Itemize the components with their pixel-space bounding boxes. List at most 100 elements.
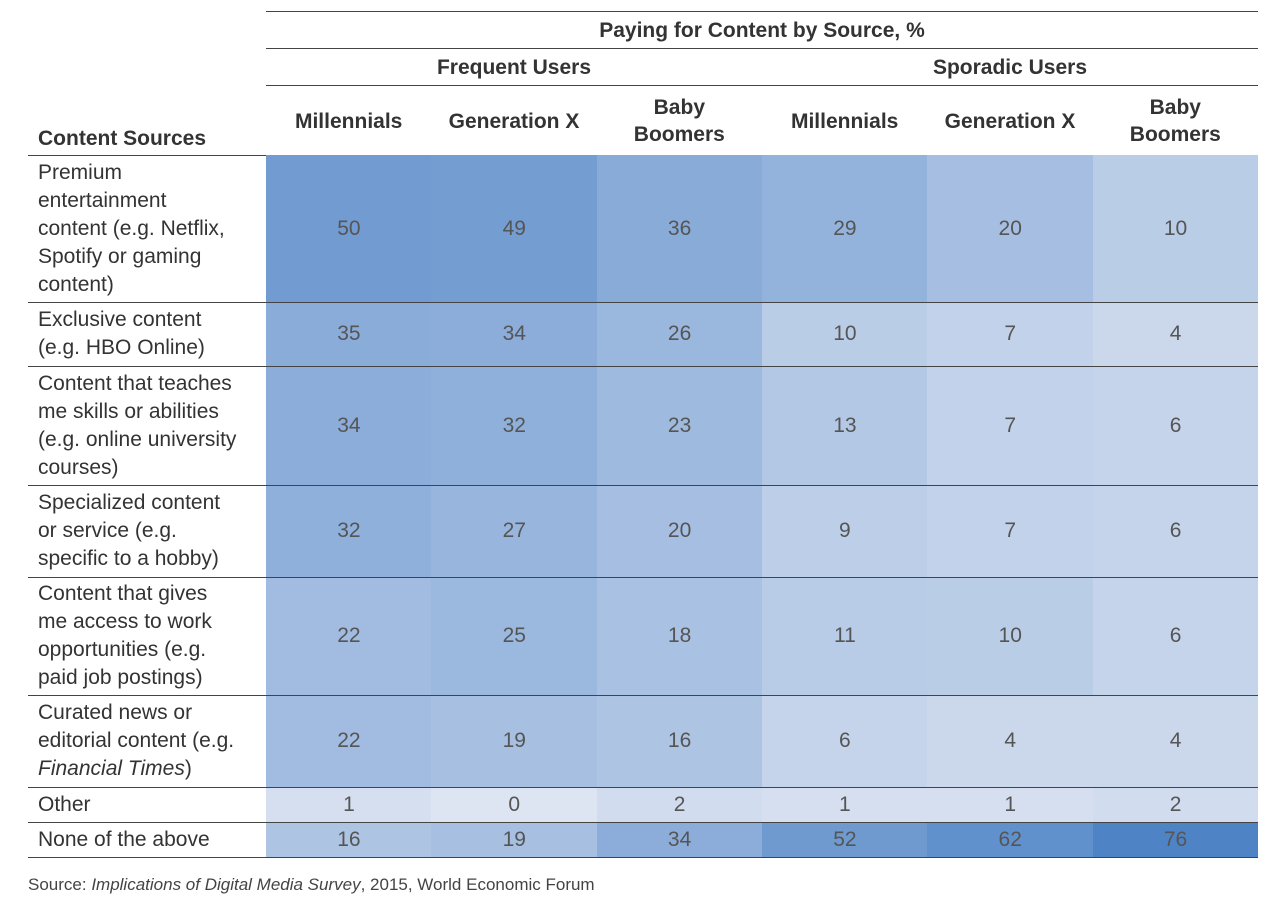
table-cell: 10	[761, 302, 928, 366]
table-cell: 7	[927, 485, 1094, 577]
row-label-line: Specialized content	[38, 491, 221, 514]
column-header: Baby Boomers	[597, 94, 762, 148]
table-cell: 27	[431, 485, 598, 577]
row-label-line: content)	[38, 272, 114, 296]
table-cell: 20	[927, 155, 1094, 302]
row-label-line: Exclusive content	[38, 308, 202, 331]
table-cell: 16	[596, 695, 763, 787]
row-label-line: Premium	[38, 160, 123, 184]
column-header: Generation X	[431, 108, 596, 135]
row-label-italic: Financial Times	[38, 757, 185, 780]
row-header: Content Sources	[38, 127, 207, 150]
table-cell: 6	[1092, 366, 1259, 485]
table-cell: 29	[761, 155, 928, 302]
table-cell: 32	[431, 366, 598, 485]
table-cell: 35	[266, 302, 432, 366]
group-sporadic-users: Sporadic Users	[932, 56, 1088, 79]
column-header: Millennials	[266, 108, 431, 135]
column-header-line: Boomers	[1129, 123, 1221, 146]
table-cell: 6	[761, 695, 928, 787]
column-header-line: Boomers	[633, 123, 725, 146]
row-label-line: paid job postings)	[38, 666, 203, 689]
row-rule	[28, 695, 1258, 696]
column-header-line: Millennials	[790, 110, 899, 133]
table-cell: 34	[266, 366, 432, 485]
row-rule	[28, 822, 1258, 823]
table-cell: 1	[761, 787, 928, 822]
row-label-line: Curated news or	[38, 701, 193, 724]
row-rule	[28, 787, 1258, 788]
table-cell: 4	[1092, 302, 1259, 366]
source-title: Implications of Digital Media Survey	[91, 875, 361, 894]
column-header-line: Generation X	[944, 110, 1076, 133]
row-label-line: specific to a hobby)	[38, 547, 219, 570]
source-suffix: , 2015, World Economic Forum	[360, 875, 595, 894]
table-cell: 25	[431, 577, 598, 695]
table-cell: 1	[927, 787, 1094, 822]
table-cell: 34	[596, 822, 763, 857]
row-label: Other	[38, 791, 263, 819]
row-label-line: (e.g. online university	[38, 427, 237, 451]
row-label-line: or service (e.g.	[38, 519, 177, 542]
row-label: Premium entertainment content (e.g. Netfli…	[38, 159, 263, 299]
row-label-line: Content that gives	[38, 582, 208, 605]
row-label-line: me skills or abilities	[38, 399, 219, 423]
column-header: Baby Boomers	[1093, 94, 1258, 148]
column-header-line: Generation X	[448, 110, 580, 133]
row-label-line: Other	[38, 792, 91, 816]
table-cell: 36	[596, 155, 763, 302]
table-cell: 7	[927, 302, 1094, 366]
column-header-line: Millennials	[294, 110, 403, 133]
row-label-line: Content that teaches	[38, 371, 232, 395]
table-cell: 34	[431, 302, 598, 366]
row-label-line: courses)	[38, 455, 119, 479]
source-note: Source: Implications of Digital Media Su…	[28, 875, 595, 895]
table-cell: 16	[266, 822, 432, 857]
row-label-line: me access to work	[38, 610, 212, 633]
table-cell: 6	[1092, 485, 1259, 577]
table-cell: 26	[596, 302, 763, 366]
table-cell: 52	[761, 822, 928, 857]
table-cell: 10	[1092, 155, 1259, 302]
row-rule	[28, 577, 1258, 578]
table-cell: 32	[266, 485, 432, 577]
table-cell: 22	[266, 577, 432, 695]
table-cell: 1	[266, 787, 432, 822]
row-label: Curated news or editorial content (e.g. Fi…	[38, 699, 263, 783]
table-cell: 62	[927, 822, 1094, 857]
table-cell: 76	[1092, 822, 1259, 857]
row-rule	[28, 857, 1258, 858]
table-cell: 19	[431, 822, 598, 857]
row-label: Exclusive content (e.g. HBO Online)	[38, 306, 263, 362]
table-cell: 9	[761, 485, 928, 577]
table-cell: 22	[266, 695, 432, 787]
row-label-line: editorial content (e.g.	[38, 729, 235, 752]
row-label: Content that teaches me skills or abiliti…	[38, 370, 263, 482]
table-cell: 13	[761, 366, 928, 485]
table-cell: 10	[927, 577, 1094, 695]
row-label-line: content (e.g. Netflix,	[38, 216, 225, 240]
row-label-line: Spotify or gaming	[38, 244, 202, 268]
column-header: Generation X	[927, 108, 1092, 135]
table-cell: 49	[431, 155, 598, 302]
row-label-line: Financial Times)	[38, 757, 192, 780]
table-cell: 11	[761, 577, 928, 695]
table-cell: 50	[266, 155, 432, 302]
row-label: Specialized content or service (e.g. speci…	[38, 489, 263, 573]
table-cell: 0	[431, 787, 598, 822]
table-cell: 4	[1092, 695, 1259, 787]
row-label-line: opportunities (e.g.	[38, 638, 207, 661]
rule-groups	[266, 85, 1258, 86]
row-rule	[28, 302, 1258, 303]
row-label: None of the above	[38, 826, 263, 854]
column-header-line: Baby	[653, 96, 705, 119]
rule-title	[266, 48, 1258, 49]
table-cell: 18	[596, 577, 763, 695]
row-label: Content that gives me access to work oppor…	[38, 580, 263, 692]
table-cell: 20	[596, 485, 763, 577]
table-cell: 19	[431, 695, 598, 787]
table-title: Paying for Content by Source, %	[599, 19, 925, 42]
column-header: Millennials	[762, 108, 927, 135]
group-frequent-users: Frequent Users	[436, 56, 592, 79]
row-rule	[28, 366, 1258, 367]
